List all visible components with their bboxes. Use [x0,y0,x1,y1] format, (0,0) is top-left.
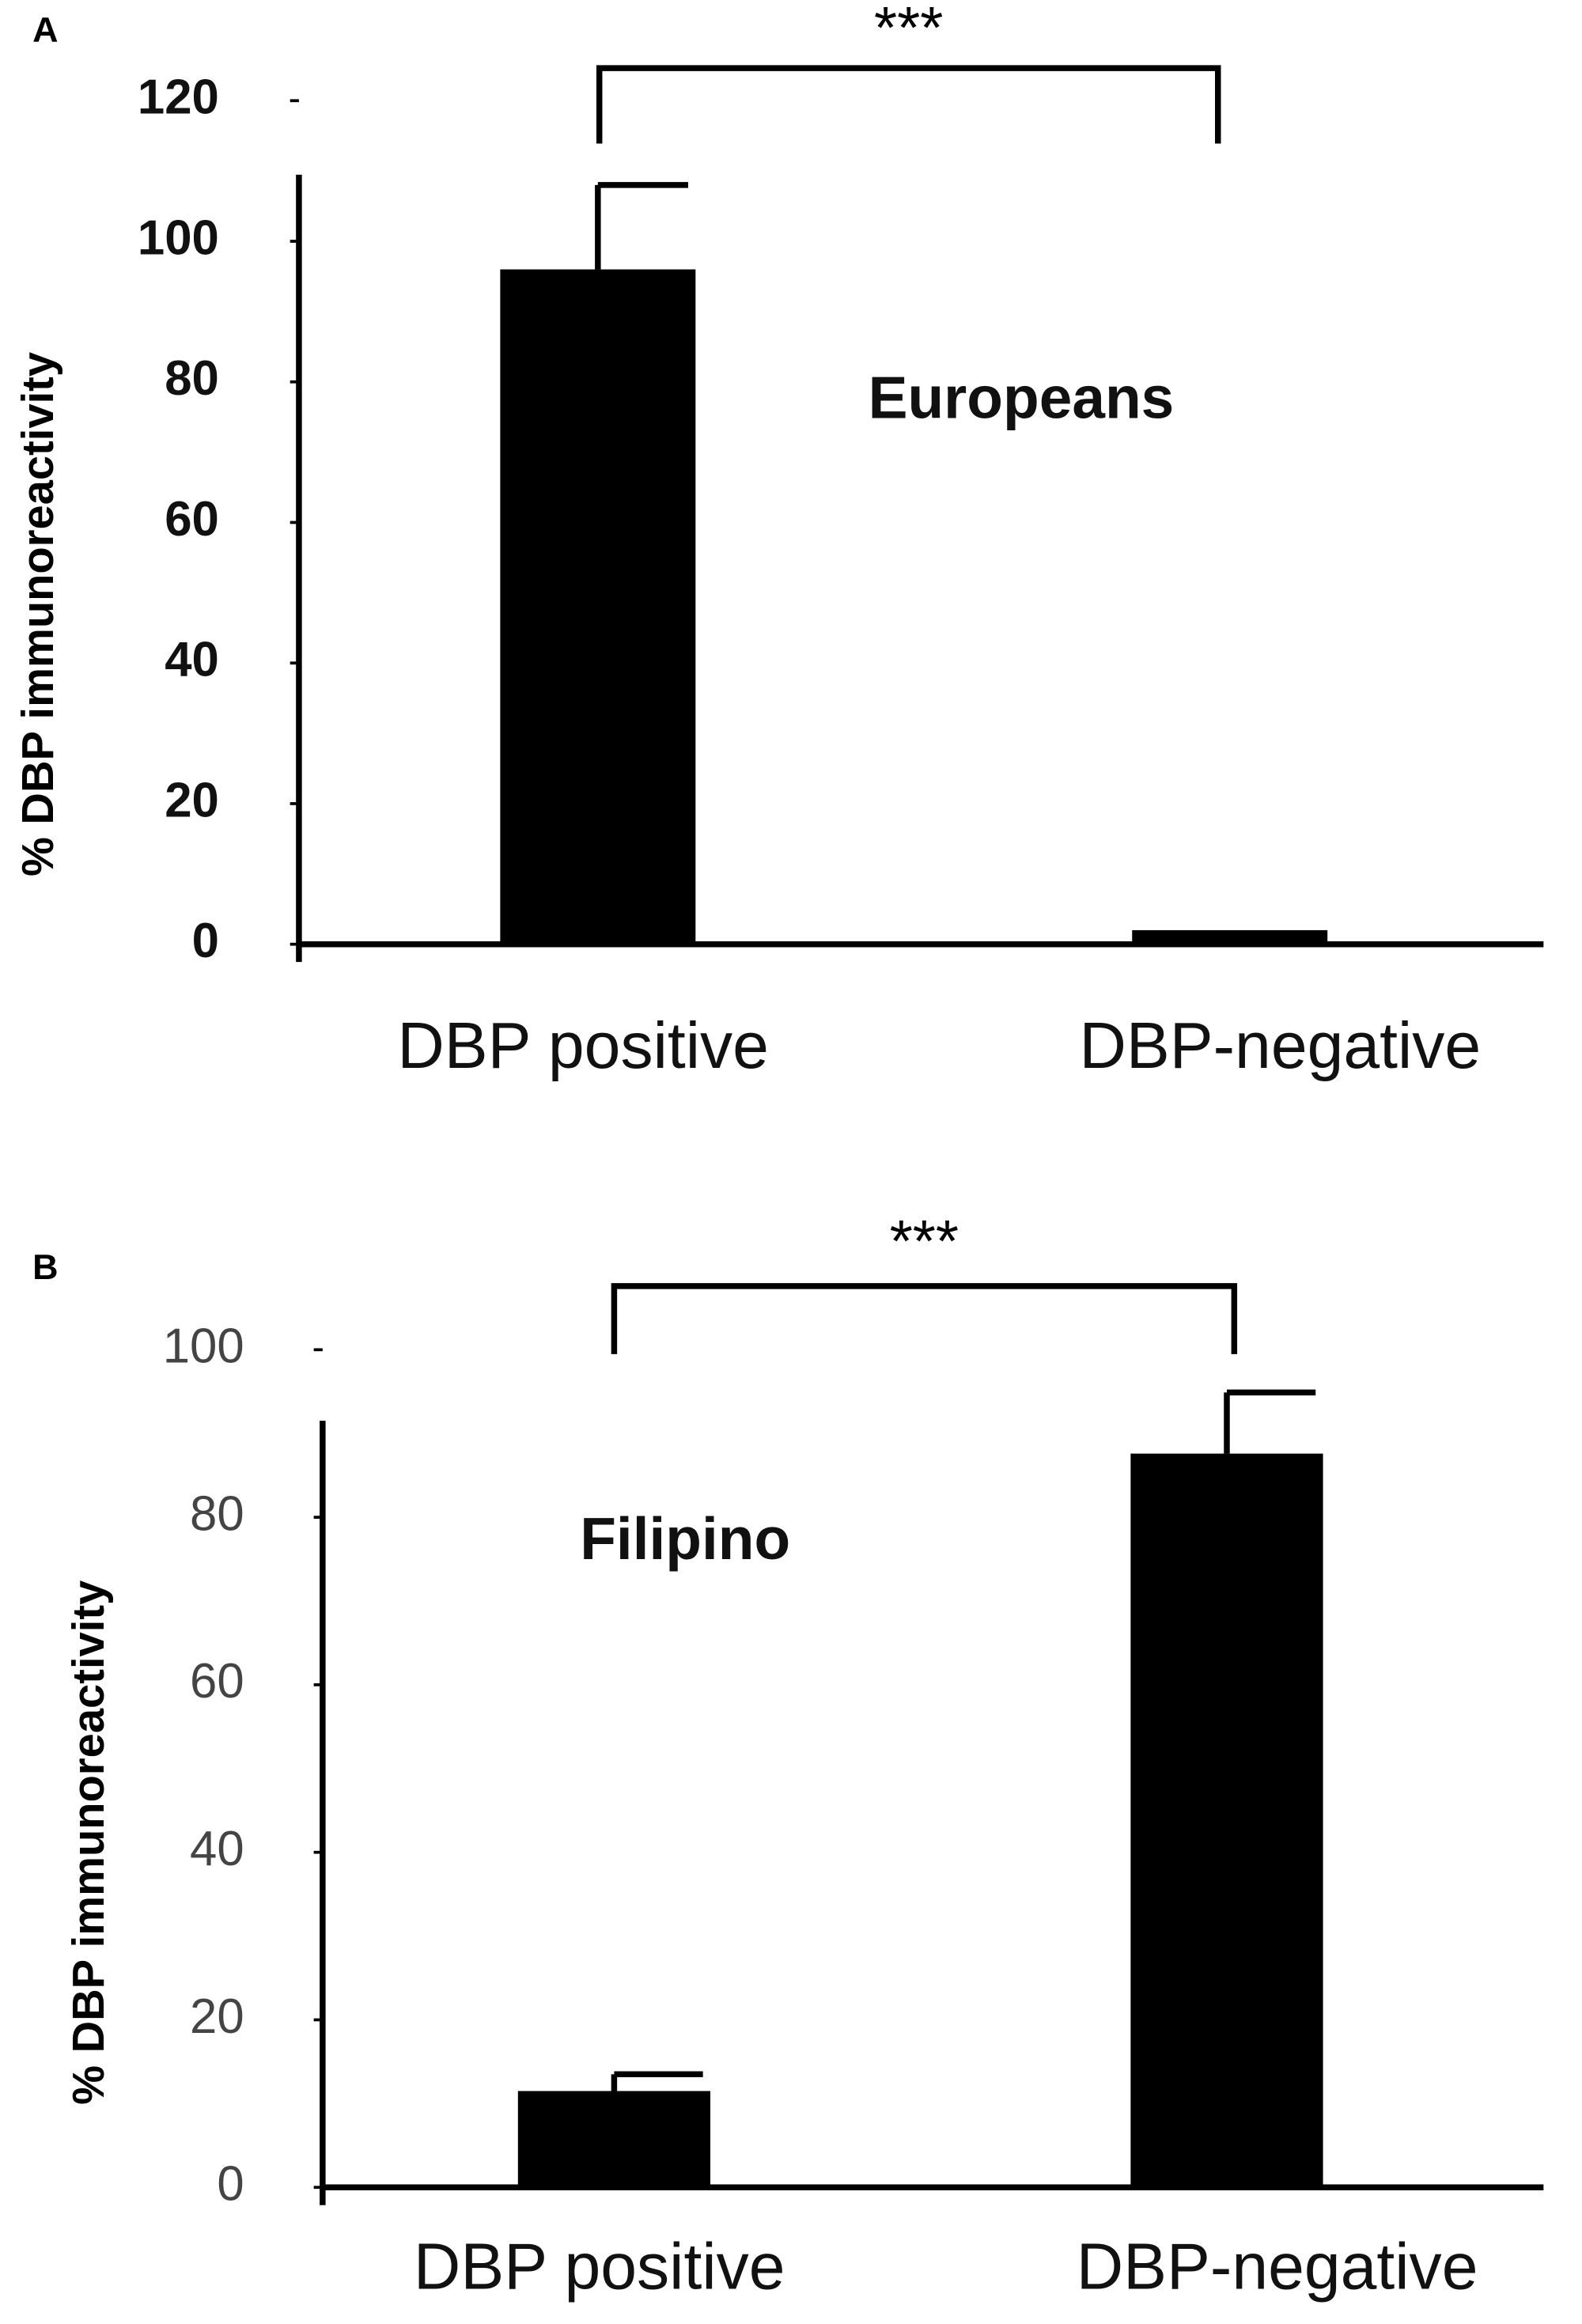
panel-label: B [32,1247,58,1287]
y-tick-label: 40 [190,1822,244,1876]
significance-label: *** [874,0,943,61]
significance-bracket [611,1283,1238,1354]
y-tick-label: 40 [165,633,219,687]
y-tick-label: 60 [190,1654,244,1709]
y-tick-label: 80 [190,1486,244,1541]
x-tick-label: DBP-negative [1077,2231,1478,2303]
annotation: Filipino [580,1505,790,1572]
y-tick-label: 60 [165,492,219,547]
y-tick-label: 100 [163,1319,244,1374]
y-tick-label: 20 [165,773,219,827]
panel-label: A [32,9,58,50]
y-tick-label: 0 [192,914,219,968]
significance-label: *** [890,1208,959,1274]
annotation: Europeans [869,365,1175,431]
y-tick-label: 100 [138,210,219,265]
y-axis-label: % DBP immunoreactivity [13,352,62,876]
y-tick-label: 0 [217,2157,244,2212]
x-tick-label: DBP positive [414,2231,785,2303]
significance-bracket [596,65,1221,144]
bar [1132,929,1328,944]
x-tick-label: DBP positive [397,1009,769,1082]
y-axis-label: % DBP immunoreactivity [63,1580,113,2105]
bar [517,2091,711,2188]
x-tick-label: DBP-negative [1079,1009,1481,1082]
y-tick-label: 120 [138,70,219,125]
y-tick-label: 20 [190,1989,244,2044]
bar [1130,1453,1323,2188]
bar [500,269,696,944]
y-tick-label: 80 [165,351,219,406]
